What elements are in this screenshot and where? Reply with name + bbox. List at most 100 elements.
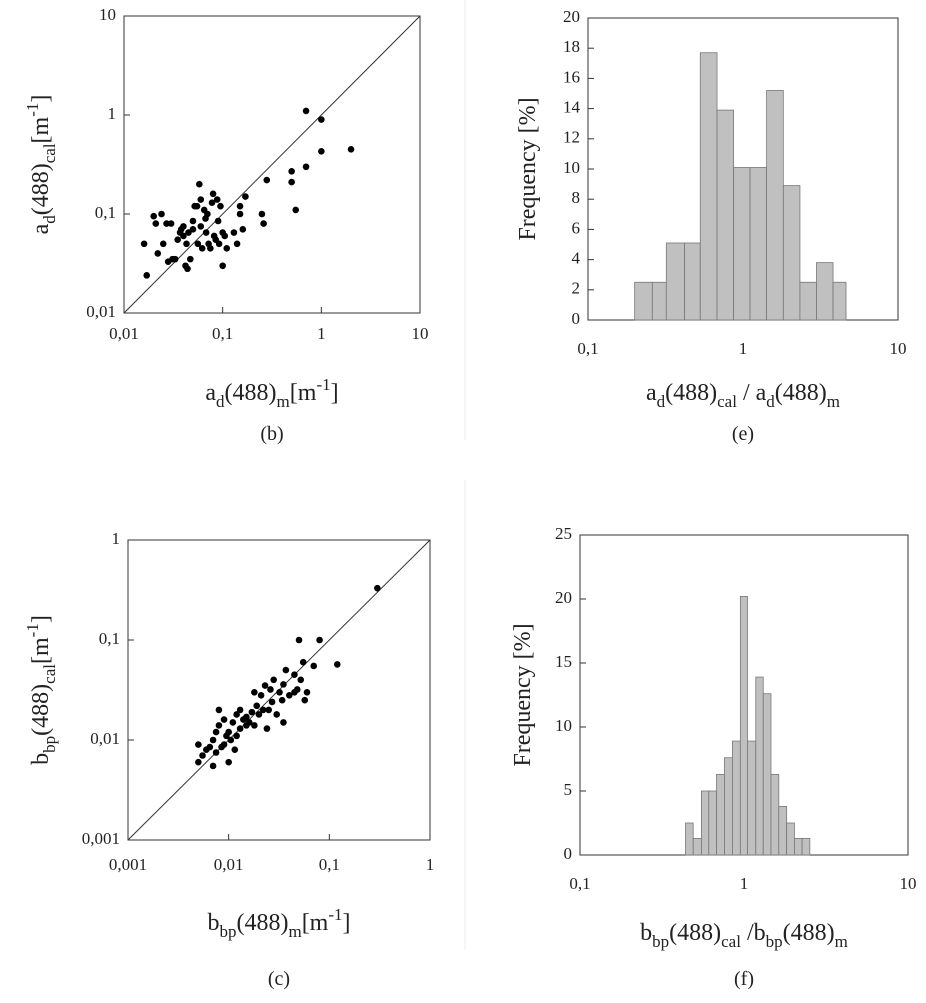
point <box>143 272 151 279</box>
point <box>225 728 232 736</box>
axis-label-part: / a <box>737 380 767 406</box>
point <box>316 636 323 644</box>
point <box>292 206 300 214</box>
point <box>221 232 229 240</box>
point <box>227 736 235 744</box>
x-tick-label: 0,1 <box>577 339 598 358</box>
point <box>239 226 247 233</box>
point <box>280 681 287 688</box>
axis-label-part: b <box>640 920 652 946</box>
identity-line <box>123 15 421 314</box>
x-tick-label: 1 <box>426 855 435 874</box>
axis-label-part: (488) <box>28 684 54 736</box>
point <box>276 688 283 696</box>
axis-label-part: cal <box>40 664 59 684</box>
point <box>278 696 286 704</box>
axis-label-part: -1 <box>23 623 42 637</box>
axis-label-part: Frequency [%] <box>515 97 541 240</box>
panel-label: (c) <box>268 968 290 990</box>
point <box>194 240 202 248</box>
y-tick-label: 4 <box>572 249 581 268</box>
bar <box>770 773 780 856</box>
bar <box>716 773 725 856</box>
axis-label-part: cal <box>40 143 59 163</box>
point <box>310 662 318 670</box>
y-tick-label: 2 <box>572 279 581 298</box>
axis-label-part: a <box>646 380 657 406</box>
point <box>174 236 181 244</box>
axis-label-part: a <box>28 223 54 234</box>
point <box>159 240 167 248</box>
point <box>243 713 250 721</box>
bar <box>786 822 795 856</box>
x-tick-label: 0,01 <box>214 855 244 874</box>
axis-label-part: -1 <box>328 905 342 924</box>
point <box>219 262 226 270</box>
y-tick-label: 0 <box>572 309 581 328</box>
point <box>209 762 217 770</box>
y-tick-label: 1 <box>108 104 117 123</box>
point <box>215 706 223 714</box>
axis-label-part: [m <box>28 116 54 143</box>
y-tick-label: 15 <box>555 652 572 671</box>
axis-label: Frequency [%] <box>510 623 536 766</box>
bar <box>692 837 702 856</box>
axis-label-part: bp <box>766 932 783 951</box>
y-tick-label: 16 <box>563 67 580 86</box>
x-tick-label: 0,001 <box>109 855 147 874</box>
point <box>193 202 201 210</box>
axis-label-part: b <box>207 910 219 936</box>
axis-label-part: bp <box>652 932 669 951</box>
point <box>259 706 267 714</box>
point <box>197 223 205 230</box>
y-tick-label: 8 <box>572 188 581 207</box>
point <box>295 636 303 644</box>
point <box>189 226 197 233</box>
point <box>257 691 265 699</box>
x-tick-label: 10 <box>890 339 907 358</box>
point <box>288 178 295 186</box>
bar <box>766 90 784 321</box>
point <box>273 711 280 718</box>
point <box>251 722 258 729</box>
point <box>171 255 179 263</box>
axis-label-part: cal <box>721 932 741 951</box>
bar <box>724 757 733 856</box>
panel-label: (b) <box>260 423 283 445</box>
x-tick-label: 1 <box>740 874 749 893</box>
point <box>285 691 293 699</box>
point <box>280 719 287 726</box>
point <box>202 229 210 236</box>
point <box>347 146 355 153</box>
bar <box>816 262 834 321</box>
axis-label-part: d <box>766 392 775 411</box>
point <box>302 107 310 115</box>
axis-label-part: -1 <box>23 103 42 117</box>
point <box>154 250 162 257</box>
y-tick-label: 10 <box>555 716 572 735</box>
point <box>215 722 223 729</box>
y-tick-label: 18 <box>563 37 580 56</box>
bar <box>699 52 718 321</box>
point <box>242 193 249 200</box>
axis-label-part: m <box>288 922 301 941</box>
bar <box>634 281 653 321</box>
axis-label-part: [m <box>302 910 329 936</box>
point <box>213 196 221 203</box>
x-tick-label: 10 <box>412 324 429 343</box>
x-tick-label: 10 <box>900 874 917 893</box>
point <box>220 716 228 723</box>
point <box>303 688 311 696</box>
point <box>260 220 267 227</box>
point <box>229 719 237 726</box>
point <box>196 180 203 188</box>
point <box>374 584 381 592</box>
panel-label: (e) <box>732 423 754 445</box>
axis-label-part: [m <box>290 380 317 406</box>
bar <box>794 837 803 856</box>
axis-label-part: (488) <box>28 163 54 215</box>
y-tick-label: 20 <box>563 7 580 26</box>
axis-label-part: d <box>216 392 225 411</box>
axis-label: bbp(488)cal /bbp(488)m <box>640 920 848 951</box>
